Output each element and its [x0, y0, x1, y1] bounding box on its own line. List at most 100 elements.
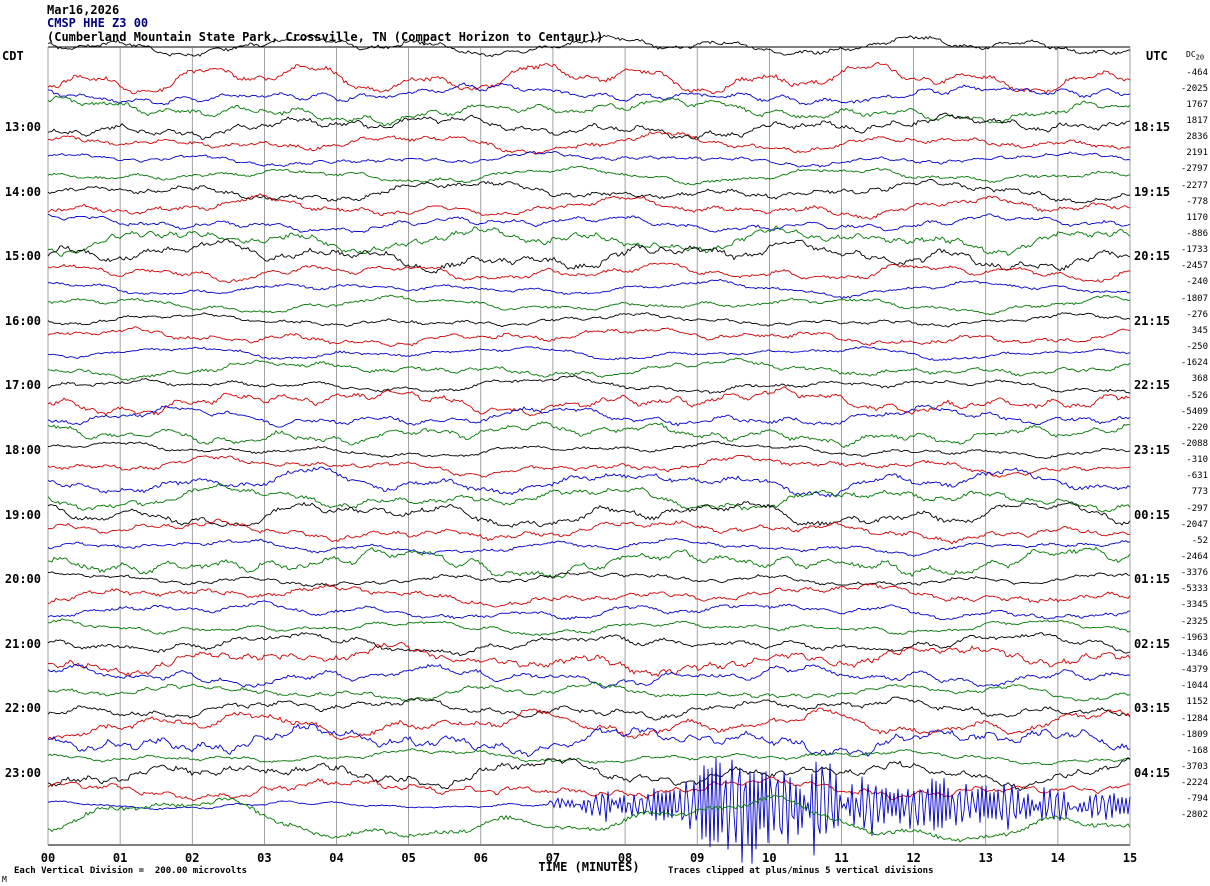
x-tick-label: 05 [401, 851, 416, 865]
dc-value: 773 [1191, 487, 1208, 498]
trace-line [47, 582, 1131, 608]
dc-value: -2464 [1180, 552, 1208, 562]
dc-value: -631 [1186, 471, 1208, 482]
corner-mark: M [2, 875, 7, 884]
trace-line [47, 748, 1131, 766]
right-time-label: 22:15 [1134, 378, 1171, 393]
right-time-label: 03:15 [1134, 701, 1171, 716]
trace-line [47, 466, 1131, 498]
trace-line [47, 707, 1131, 741]
dc-column-header-text: DC [1186, 50, 1196, 59]
right-time-label: 04:15 [1134, 765, 1171, 780]
dc-column-header: DC20 [1186, 50, 1204, 63]
x-tick-label: 02 [185, 851, 200, 865]
x-tick-label: 11 [834, 851, 849, 865]
x-tick-label: 01 [112, 851, 128, 865]
trace-line [47, 518, 1130, 545]
dc-value: -1346 [1180, 648, 1208, 659]
trace-line [47, 757, 1131, 792]
dc-value: -1284 [1180, 713, 1208, 724]
dc-value: -3345 [1180, 600, 1208, 611]
dc-value: -2047 [1180, 519, 1208, 530]
dc-value: -2277 [1180, 180, 1208, 191]
trace-line [47, 150, 1131, 168]
dc-value: -1963 [1180, 632, 1208, 643]
x-tick-label: 12 [906, 851, 921, 865]
trace-line [47, 178, 1131, 204]
trace-line [47, 723, 1131, 758]
dc-value: -4379 [1180, 665, 1208, 675]
dc-value: -3703 [1180, 761, 1208, 772]
dc-value: -2224 [1180, 778, 1208, 789]
left-time-label: 23:00 [4, 765, 41, 780]
dc-value: -886 [1186, 229, 1208, 239]
right-time-label: 00:15 [1134, 507, 1171, 522]
x-tick-label: 09 [689, 851, 705, 865]
trace-line [47, 262, 1130, 284]
dc-value: -526 [1186, 390, 1208, 401]
x-tick-label: 14 [1050, 851, 1066, 865]
dc-value: -1044 [1180, 681, 1208, 692]
left-time-label: 13:00 [4, 119, 41, 134]
trace-line [47, 538, 1131, 557]
trace-line [47, 600, 1131, 621]
dc-value: 368 [1191, 374, 1208, 385]
dc-value: -778 [1186, 196, 1208, 207]
dc-value: -220 [1186, 422, 1208, 433]
right-time-label: 18:15 [1134, 119, 1171, 134]
trace-line [47, 618, 1131, 637]
trace-line [47, 95, 1131, 127]
dc-value: -2797 [1180, 164, 1208, 175]
left-timezone-label: CDT [2, 49, 24, 63]
x-tick-label: 03 [257, 851, 272, 865]
left-time-label: 21:00 [4, 636, 41, 651]
left-time-label: 19:00 [4, 507, 41, 522]
trace-line [47, 225, 1131, 257]
dc-value: -1733 [1180, 245, 1208, 256]
dc-value: -464 [1186, 67, 1208, 78]
left-time-label: 16:00 [4, 313, 41, 328]
left-time-label: 17:00 [4, 378, 41, 393]
trace-line [47, 642, 1131, 677]
trace-line [47, 757, 1131, 864]
trace-line [47, 131, 1131, 155]
right-time-label: 02:15 [1134, 636, 1171, 651]
dc-value: -250 [1186, 342, 1208, 352]
trace-line [47, 386, 1131, 417]
trace-line [47, 454, 1131, 478]
right-time-label: 01:15 [1134, 572, 1171, 587]
dc-value: -3376 [1180, 568, 1208, 579]
dc-value: -2457 [1180, 261, 1208, 272]
x-tick-label: 10 [762, 851, 777, 865]
trace-line [47, 500, 1131, 528]
left-time-label: 22:00 [4, 701, 41, 716]
trace-line [47, 794, 1131, 843]
dc-value: -168 [1186, 745, 1208, 756]
x-tick-label: 00 [40, 851, 56, 865]
dc-value: -5409 [1180, 406, 1208, 417]
trace-line [47, 346, 1131, 361]
right-timezone-label: UTC [1146, 49, 1168, 63]
trace-line [47, 546, 1131, 579]
x-tick-label: 06 [473, 851, 489, 865]
dc-value: -794 [1186, 794, 1208, 805]
trace-line [47, 375, 1131, 394]
trace-line [47, 421, 1131, 449]
trace-line [47, 632, 1131, 657]
left-time-label: 18:00 [4, 442, 41, 457]
station-title: CMSP HHE Z3 00 [47, 16, 149, 30]
dc-value: -2088 [1180, 438, 1208, 449]
trace-line [47, 440, 1131, 459]
x-axis-title: TIME (MINUTES) [538, 860, 640, 874]
left-time-label: 15:00 [4, 249, 41, 264]
trace-line [47, 776, 1131, 802]
left-time-label: 14:00 [4, 184, 41, 199]
dc-value: -1809 [1180, 729, 1208, 740]
dc-value: -2325 [1180, 616, 1208, 627]
x-tick-label: 04 [329, 851, 344, 865]
trace-line [47, 483, 1131, 513]
trace-line [47, 213, 1131, 233]
grid [47, 46, 1131, 846]
